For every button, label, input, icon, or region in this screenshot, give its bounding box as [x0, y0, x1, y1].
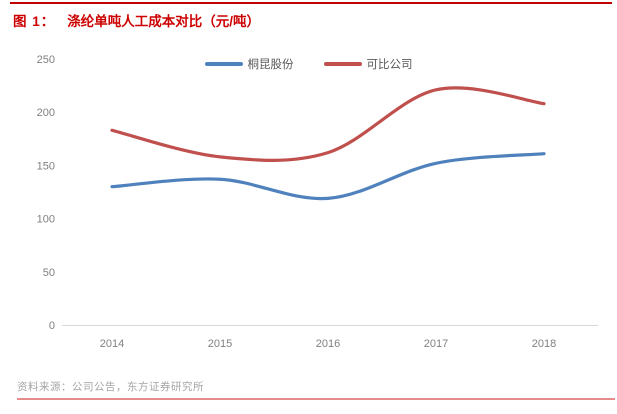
legend-label-comparable: 可比公司 — [366, 59, 413, 71]
source-note: 资料来源：公司公告，东方证券研究所 — [17, 381, 204, 393]
x-axis-tick-label: 2015 — [208, 338, 232, 350]
header-rule — [10, 2, 612, 4]
series-line-0 — [110, 152, 546, 201]
y-axis-tick-label: 0 — [49, 320, 55, 332]
footer-rule — [17, 398, 615, 400]
x-axis-tick-label: 2016 — [316, 338, 340, 350]
x-axis-tick-label: 2018 — [532, 338, 556, 350]
legend-swatch-red-line — [323, 62, 362, 66]
figure-header: 图 1： 涤纶单吨人工成本对比（元/吨） — [13, 10, 260, 30]
legend-item-tongkun: 桐昆股份 — [204, 56, 294, 72]
y-axis-tick-label: 100 — [37, 214, 55, 226]
legend-item-comparable: 可比公司 — [323, 56, 413, 72]
legend-swatch-blue-line — [204, 62, 243, 66]
x-axis-tick-label: 2017 — [424, 338, 448, 350]
y-axis-tick-label: 150 — [37, 160, 55, 172]
y-axis-tick-label: 200 — [37, 107, 55, 119]
figure-title: 涤纶单吨人工成本对比（元/吨） — [67, 14, 261, 29]
x-axis-tick-label: 2014 — [100, 338, 124, 350]
legend-label-tongkun: 桐昆股份 — [247, 59, 294, 71]
y-axis-tick-label: 250 — [37, 54, 55, 66]
series-line-1 — [110, 86, 546, 162]
y-axis-tick-label: 50 — [43, 267, 55, 279]
chart-legend: 桐昆股份 可比公司 — [0, 56, 617, 72]
figure-number-label: 图 1： — [13, 14, 56, 29]
